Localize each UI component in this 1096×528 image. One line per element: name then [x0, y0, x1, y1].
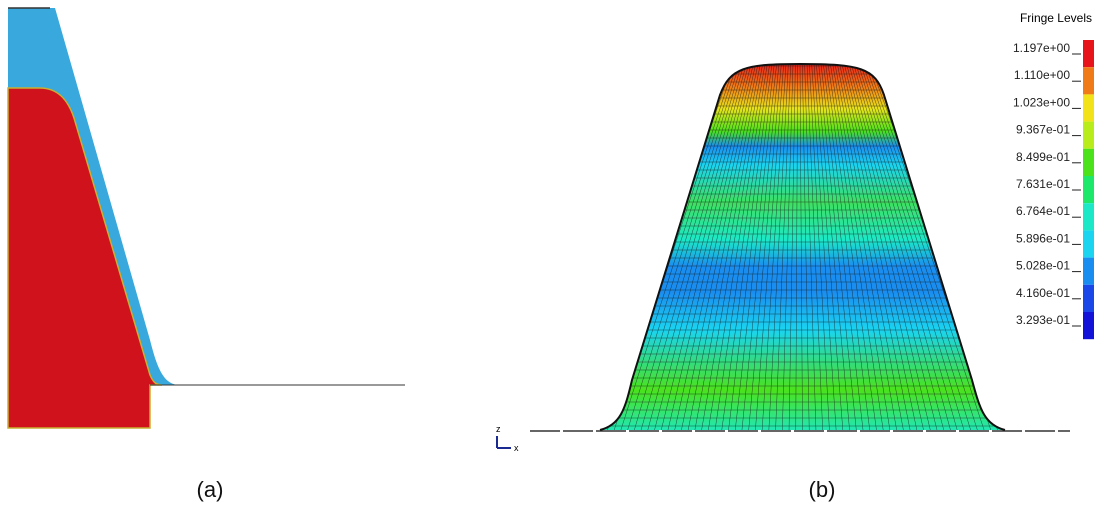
legend-title: Fringe Levels: [1020, 11, 1092, 25]
mesh-line: [811, 64, 837, 430]
legend-label: 8.499e-01: [1016, 150, 1070, 164]
legend-swatch: [1083, 40, 1094, 68]
panel-a: [7, 7, 405, 429]
mesh-line: [640, 64, 745, 430]
mesh-line: [647, 64, 747, 430]
mesh-line: [667, 64, 754, 430]
mesh-line: [701, 64, 766, 430]
mesh-line: [788, 64, 796, 430]
mesh-line: [846, 64, 938, 430]
mesh-line: [809, 64, 830, 430]
panel-label: (b): [809, 477, 836, 502]
mesh-line: [834, 64, 904, 430]
mesh-line: [816, 64, 850, 430]
legend-label: 3.293e-01: [1016, 313, 1070, 327]
mesh-line: [844, 64, 931, 430]
mesh-line: [862, 64, 985, 430]
legend-swatch: [1083, 230, 1094, 258]
legend-swatch: [1083, 312, 1094, 340]
mesh-line: [827, 64, 884, 430]
legend-label: 1.197e+00: [1013, 41, 1070, 55]
triad-x-label: x: [514, 443, 519, 453]
mesh-line: [823, 64, 871, 430]
triad-z-label: z: [496, 424, 501, 434]
mesh-line: [855, 64, 965, 430]
panel-label: (a): [197, 477, 224, 502]
legend-label: 5.028e-01: [1016, 259, 1070, 273]
legend-swatch: [1083, 203, 1094, 231]
mesh-line: [804, 64, 817, 430]
mesh-line: [860, 64, 979, 430]
legend-swatch: [1083, 67, 1094, 95]
legend-label: 9.367e-01: [1016, 123, 1070, 137]
mesh-line: [782, 64, 794, 430]
legend: 1.197e+00 1.110e+00 1.023e+00 9.367e-01 8.49…: [1013, 40, 1094, 340]
mesh-line: [714, 64, 770, 430]
mesh-line: [851, 64, 952, 430]
mesh-line: [734, 64, 777, 430]
mesh-line: [707, 64, 768, 430]
mesh-line: [741, 64, 780, 430]
legend-label: 1.110e+00: [1014, 68, 1070, 82]
legend-label: 5.896e-01: [1016, 231, 1070, 245]
mesh-line: [653, 64, 749, 430]
mesh-line: [841, 64, 925, 430]
mesh-line: [680, 64, 759, 430]
mesh-line: [633, 64, 742, 430]
mesh-line: [813, 64, 844, 430]
panel-b: z x Fringe Levels 1.197e+00 1.110e+00 1.02…: [496, 11, 1094, 453]
mesh-line: [755, 64, 784, 430]
legend-swatch: [1083, 257, 1094, 285]
mesh-line: [848, 64, 945, 430]
mesh-line: [802, 64, 810, 430]
mesh-line: [799, 64, 803, 430]
dome-fringe: [600, 64, 1005, 430]
mesh-line: [761, 64, 787, 430]
mesh-line: [768, 64, 789, 430]
mesh-line: [694, 64, 763, 430]
legend-swatch: [1083, 94, 1094, 122]
legend-swatch: [1083, 176, 1094, 204]
legend-swatch: [1083, 148, 1094, 176]
legend-label: 6.764e-01: [1016, 204, 1070, 218]
mesh-line: [795, 64, 798, 430]
mesh-line: [839, 64, 918, 430]
mesh-line: [748, 64, 782, 430]
mesh-line: [806, 64, 823, 430]
mesh-line: [832, 64, 898, 430]
mesh-line: [818, 64, 857, 430]
mesh-line: [858, 64, 972, 430]
triad: z x: [496, 424, 519, 453]
legend-swatch: [1083, 121, 1094, 149]
legend-label: 4.160e-01: [1016, 286, 1070, 300]
mesh-line: [830, 64, 891, 430]
mesh-line: [853, 64, 958, 430]
mesh-line: [660, 64, 752, 430]
legend-label: 1.023e+00: [1013, 95, 1070, 109]
legend-swatch: [1083, 284, 1094, 312]
mesh-line: [721, 64, 773, 430]
mesh-line: [728, 64, 775, 430]
mesh-line: [626, 64, 740, 430]
mesh-line: [820, 64, 864, 430]
mesh-line: [837, 64, 911, 430]
mesh-line: [687, 64, 761, 430]
mesh-line: [620, 64, 738, 430]
mesh-line: [674, 64, 756, 430]
mesh-line: [775, 64, 791, 430]
legend-label: 7.631e-01: [1016, 177, 1070, 191]
dome-outline: [599, 62, 1006, 431]
mesh-line: [825, 64, 877, 430]
